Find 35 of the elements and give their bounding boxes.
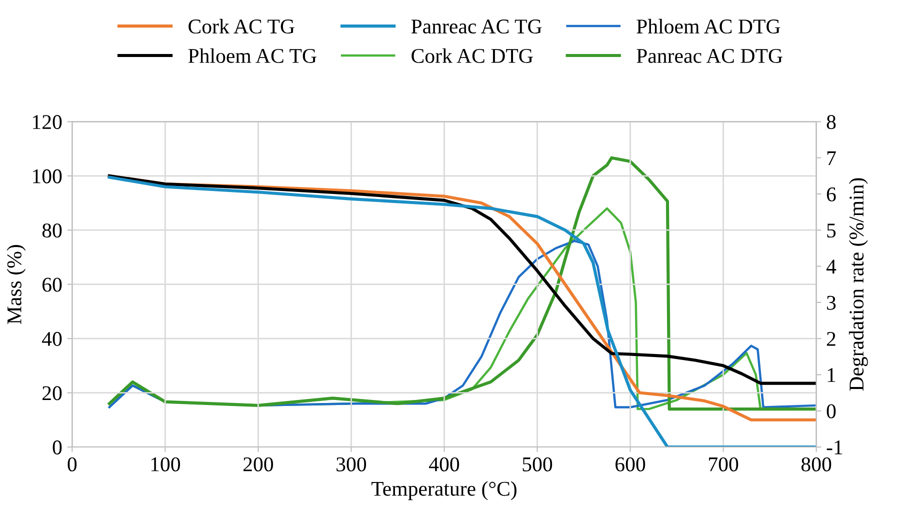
legend-label: Panreac AC TG — [411, 20, 542, 34]
y2-tick-label: 1 — [828, 368, 836, 382]
x-tick-label: 300 — [336, 457, 366, 472]
y-tick-label: 100 — [33, 169, 62, 184]
y-tick-label: 40 — [42, 332, 62, 346]
y2-tick-label: 4 — [826, 260, 836, 274]
y2-tick-label: 5 — [827, 224, 836, 238]
y2-tick-label: -1 — [826, 440, 842, 454]
y2-tick-label: 0 — [826, 404, 836, 418]
y2-tick-label: 2 — [826, 332, 836, 346]
y2-tick-label: 8 — [826, 115, 836, 130]
x-tick-label: 700 — [709, 457, 738, 472]
y-tick-label: 20 — [42, 386, 62, 400]
x-tick-label: 500 — [522, 457, 552, 472]
x-axis-title: Temperature (°C) — [371, 481, 516, 500]
y-tick-label: 0 — [52, 440, 62, 454]
x-tick-label: 600 — [616, 457, 646, 472]
y2-axis-title: Degradation rate (%/min) — [848, 178, 868, 391]
x-tick-label: 100 — [151, 457, 180, 472]
x-tick-label: 200 — [243, 457, 274, 472]
legend-label: Cork AC TG — [188, 18, 294, 34]
legend-label: Panreac AC DTG — [636, 48, 782, 63]
legend-label: Phloem AC TG — [188, 48, 316, 63]
y2-tick-label: 6 — [826, 187, 836, 202]
y-tick-label: 80 — [42, 223, 62, 238]
y2-tick-label: 7 — [827, 151, 836, 166]
y-tick-label: 60 — [42, 278, 62, 292]
x-tick-label: 400 — [429, 457, 460, 472]
y2-tick-label: 3 — [827, 296, 836, 310]
x-tick-label: 0 — [68, 457, 77, 472]
y-axis-title: Mass (%) — [6, 245, 26, 324]
y-tick-label: 120 — [33, 115, 62, 130]
legend-label: Cork AC DTG — [412, 48, 533, 63]
legend-label: Phloem AC DTG — [636, 18, 780, 34]
x-tick-label: 800 — [801, 457, 832, 472]
